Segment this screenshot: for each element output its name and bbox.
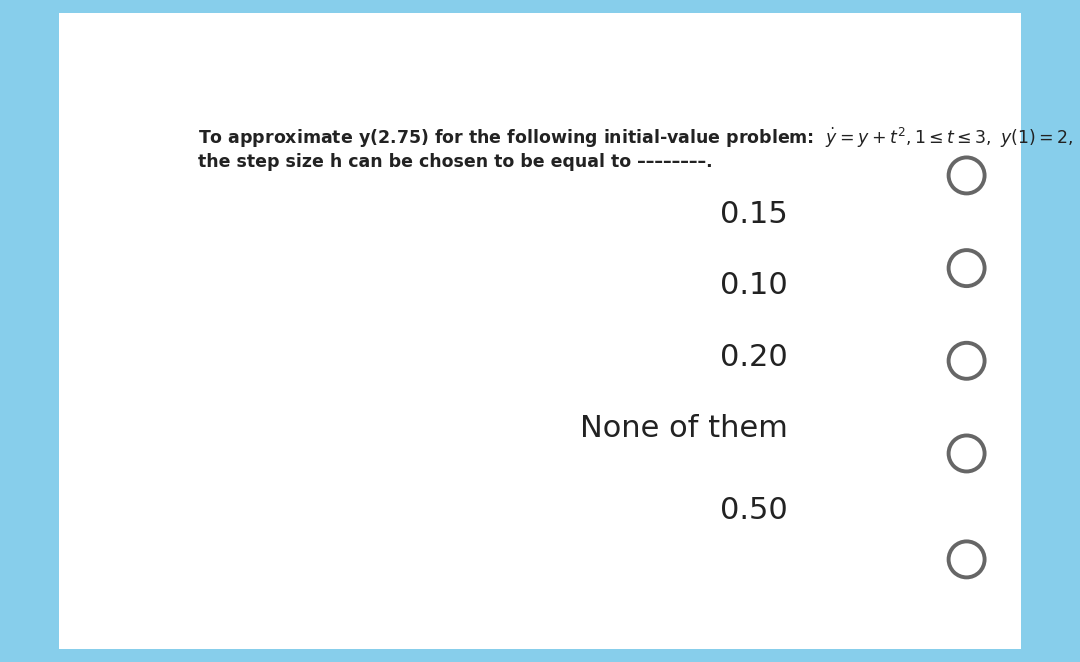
Text: None of them: None of them <box>580 414 788 443</box>
Text: To approximate y(2.75) for the following initial-value problem:  $\dot{y}=y+t^2,: To approximate y(2.75) for the following… <box>198 125 1074 150</box>
Text: 0.10: 0.10 <box>720 271 788 301</box>
Text: 0.20: 0.20 <box>720 343 788 372</box>
Text: 0.50: 0.50 <box>720 496 788 525</box>
Text: the step size h can be chosen to be equal to ––––––––.: the step size h can be chosen to be equa… <box>198 154 713 171</box>
Text: 0.15: 0.15 <box>720 200 788 229</box>
